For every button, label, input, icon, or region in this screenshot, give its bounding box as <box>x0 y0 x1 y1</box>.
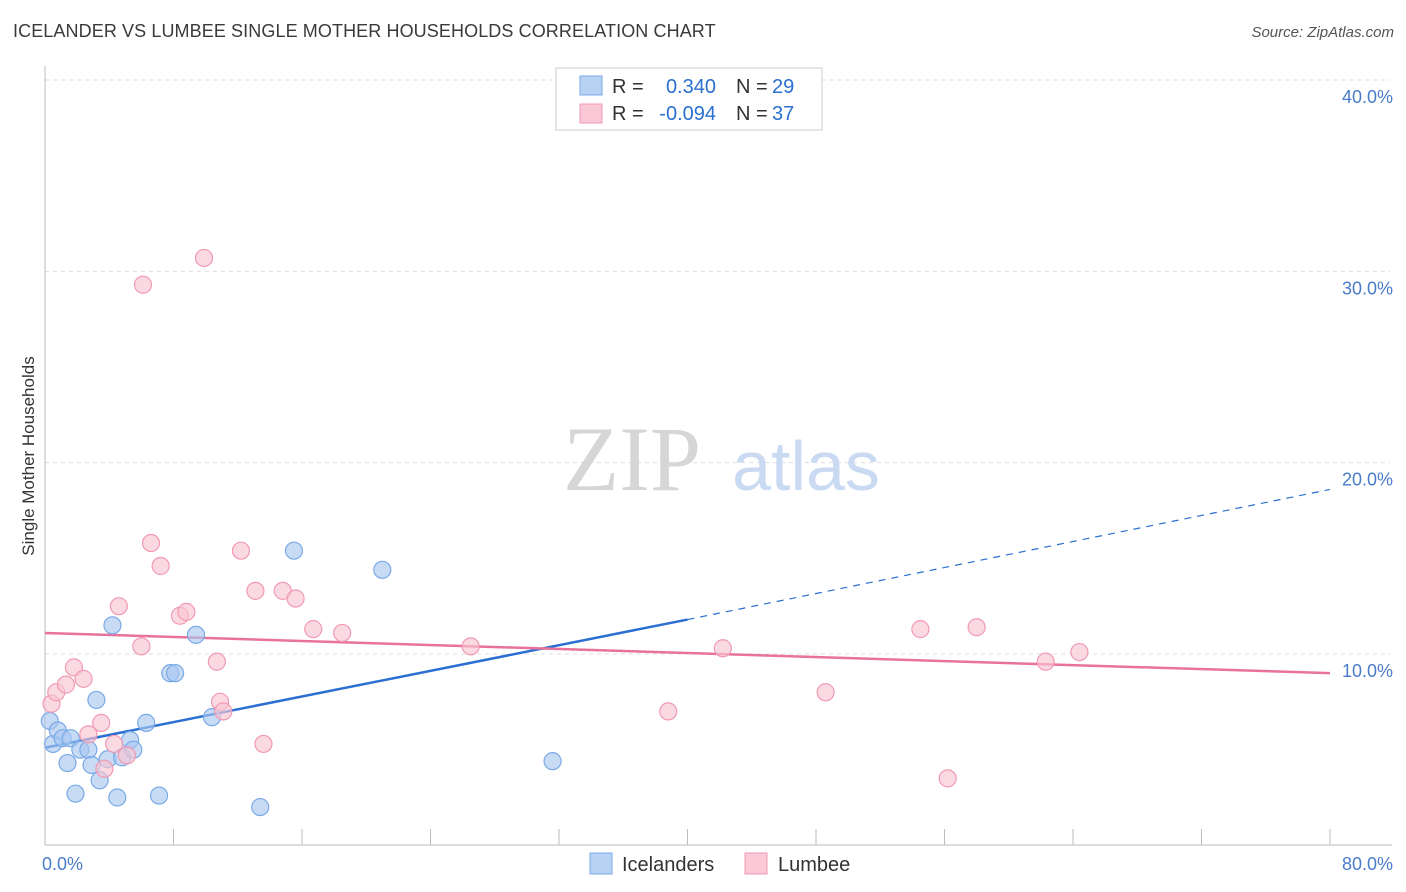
point-lumbee-33 <box>938 769 957 788</box>
gridlines <box>45 79 1390 655</box>
point-lumbee-31 <box>816 683 835 702</box>
legend-n-label-1: N = <box>736 76 768 98</box>
legend-n-label-2: N = <box>736 103 768 125</box>
point-lumbee-6 <box>92 713 111 732</box>
watermark-atlas: atlas <box>732 427 880 505</box>
legend-swatch-icelanders <box>579 75 603 96</box>
trend-line-lumbee <box>44 631 1331 675</box>
y-tick-label-0: 10.0% <box>1342 661 1393 681</box>
legend-icon-lumbee <box>744 852 768 875</box>
legend-label-lumbee: Lumbee <box>778 854 850 876</box>
x-tick-label-0: 0.0% <box>42 854 83 874</box>
chart-title: ICELANDER VS LUMBEE SINGLE MOTHER HOUSEH… <box>13 21 716 41</box>
legend-stats: R = 0.340 N = 29 R = -0.094 N = 37 <box>555 67 823 131</box>
point-lumbee-27 <box>333 623 352 643</box>
point-lumbee-7 <box>95 759 114 778</box>
point-lumbee-8 <box>104 734 124 754</box>
point-lumbee-29 <box>659 702 678 721</box>
point-lumbee-28 <box>461 637 480 656</box>
point-lumbee-35 <box>1036 652 1055 671</box>
point-lumbee-13 <box>141 533 161 553</box>
point-lumbee-9 <box>109 597 128 616</box>
point-lumbee-26 <box>304 620 323 639</box>
point-icelanders-10 <box>87 690 106 710</box>
point-lumbee-18 <box>207 652 226 671</box>
point-icelanders-22 <box>186 625 206 644</box>
point-lumbee-25 <box>286 589 305 608</box>
point-lumbee-4 <box>74 669 93 688</box>
legend-r-label-2: R = <box>612 103 644 125</box>
point-lumbee-30 <box>713 639 732 658</box>
y-axis-label: Single Mother Households <box>19 356 38 555</box>
point-icelanders-18 <box>137 713 156 732</box>
legend-swatch-lumbee <box>579 103 603 124</box>
point-lumbee-34 <box>967 618 986 637</box>
point-lumbee-20 <box>214 702 233 721</box>
legend-r-value-2: -0.094 <box>659 103 716 125</box>
point-lumbee-32 <box>911 620 930 639</box>
axes <box>44 66 1392 846</box>
point-lumbee-36 <box>1070 642 1089 662</box>
x-tick-label-1: 80.0% <box>1342 854 1393 874</box>
point-lumbee-21 <box>231 541 251 560</box>
point-icelanders-13 <box>103 616 122 635</box>
legend-n-value-2: 37 <box>772 103 794 125</box>
point-lumbee-22 <box>246 581 265 600</box>
point-icelanders-19 <box>149 786 169 805</box>
legend-icon-icelanders <box>589 852 613 875</box>
point-lumbee-17 <box>194 248 214 268</box>
y-tick-label-1: 20.0% <box>1342 470 1393 490</box>
watermark-zip: ZIP <box>563 408 701 510</box>
point-icelanders-27 <box>543 752 562 771</box>
point-icelanders-24 <box>251 797 270 817</box>
legend-r-value-1: 0.340 <box>666 76 716 98</box>
point-icelanders-26 <box>373 560 392 579</box>
data-points <box>40 248 1089 817</box>
point-icelanders-4 <box>58 753 77 773</box>
y-tick-label-2: 30.0% <box>1342 278 1393 298</box>
watermark: ZIP atlas <box>563 408 880 510</box>
point-lumbee-14 <box>151 556 170 576</box>
point-lumbee-11 <box>132 637 151 656</box>
point-icelanders-25 <box>284 541 304 560</box>
point-lumbee-12 <box>133 275 153 294</box>
legend-label-icelanders: Icelanders <box>622 854 714 876</box>
legend-series: Icelanders Lumbee <box>589 852 850 876</box>
point-icelanders-14 <box>108 788 127 807</box>
point-lumbee-2 <box>56 675 75 694</box>
point-icelanders-21 <box>166 664 185 683</box>
tick-labels: 10.0% 20.0% 30.0% 40.0% 0.0% 80.0% <box>42 87 1393 874</box>
point-lumbee-5 <box>79 725 98 744</box>
point-icelanders-8 <box>79 740 98 759</box>
trend-extension-icelanders <box>687 488 1331 621</box>
trend-lines <box>44 488 1331 749</box>
point-lumbee-23 <box>254 734 273 754</box>
source-label: Source: ZipAtlas.com <box>1251 24 1394 41</box>
legend-r-label-1: R = <box>612 76 644 98</box>
point-lumbee-16 <box>177 602 196 622</box>
y-tick-label-3: 40.0% <box>1342 87 1393 107</box>
point-icelanders-6 <box>66 784 85 803</box>
point-lumbee-10 <box>117 746 137 765</box>
legend-n-value-1: 29 <box>772 76 794 98</box>
